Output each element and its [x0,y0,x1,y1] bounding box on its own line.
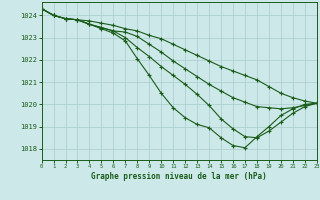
X-axis label: Graphe pression niveau de la mer (hPa): Graphe pression niveau de la mer (hPa) [91,172,267,181]
